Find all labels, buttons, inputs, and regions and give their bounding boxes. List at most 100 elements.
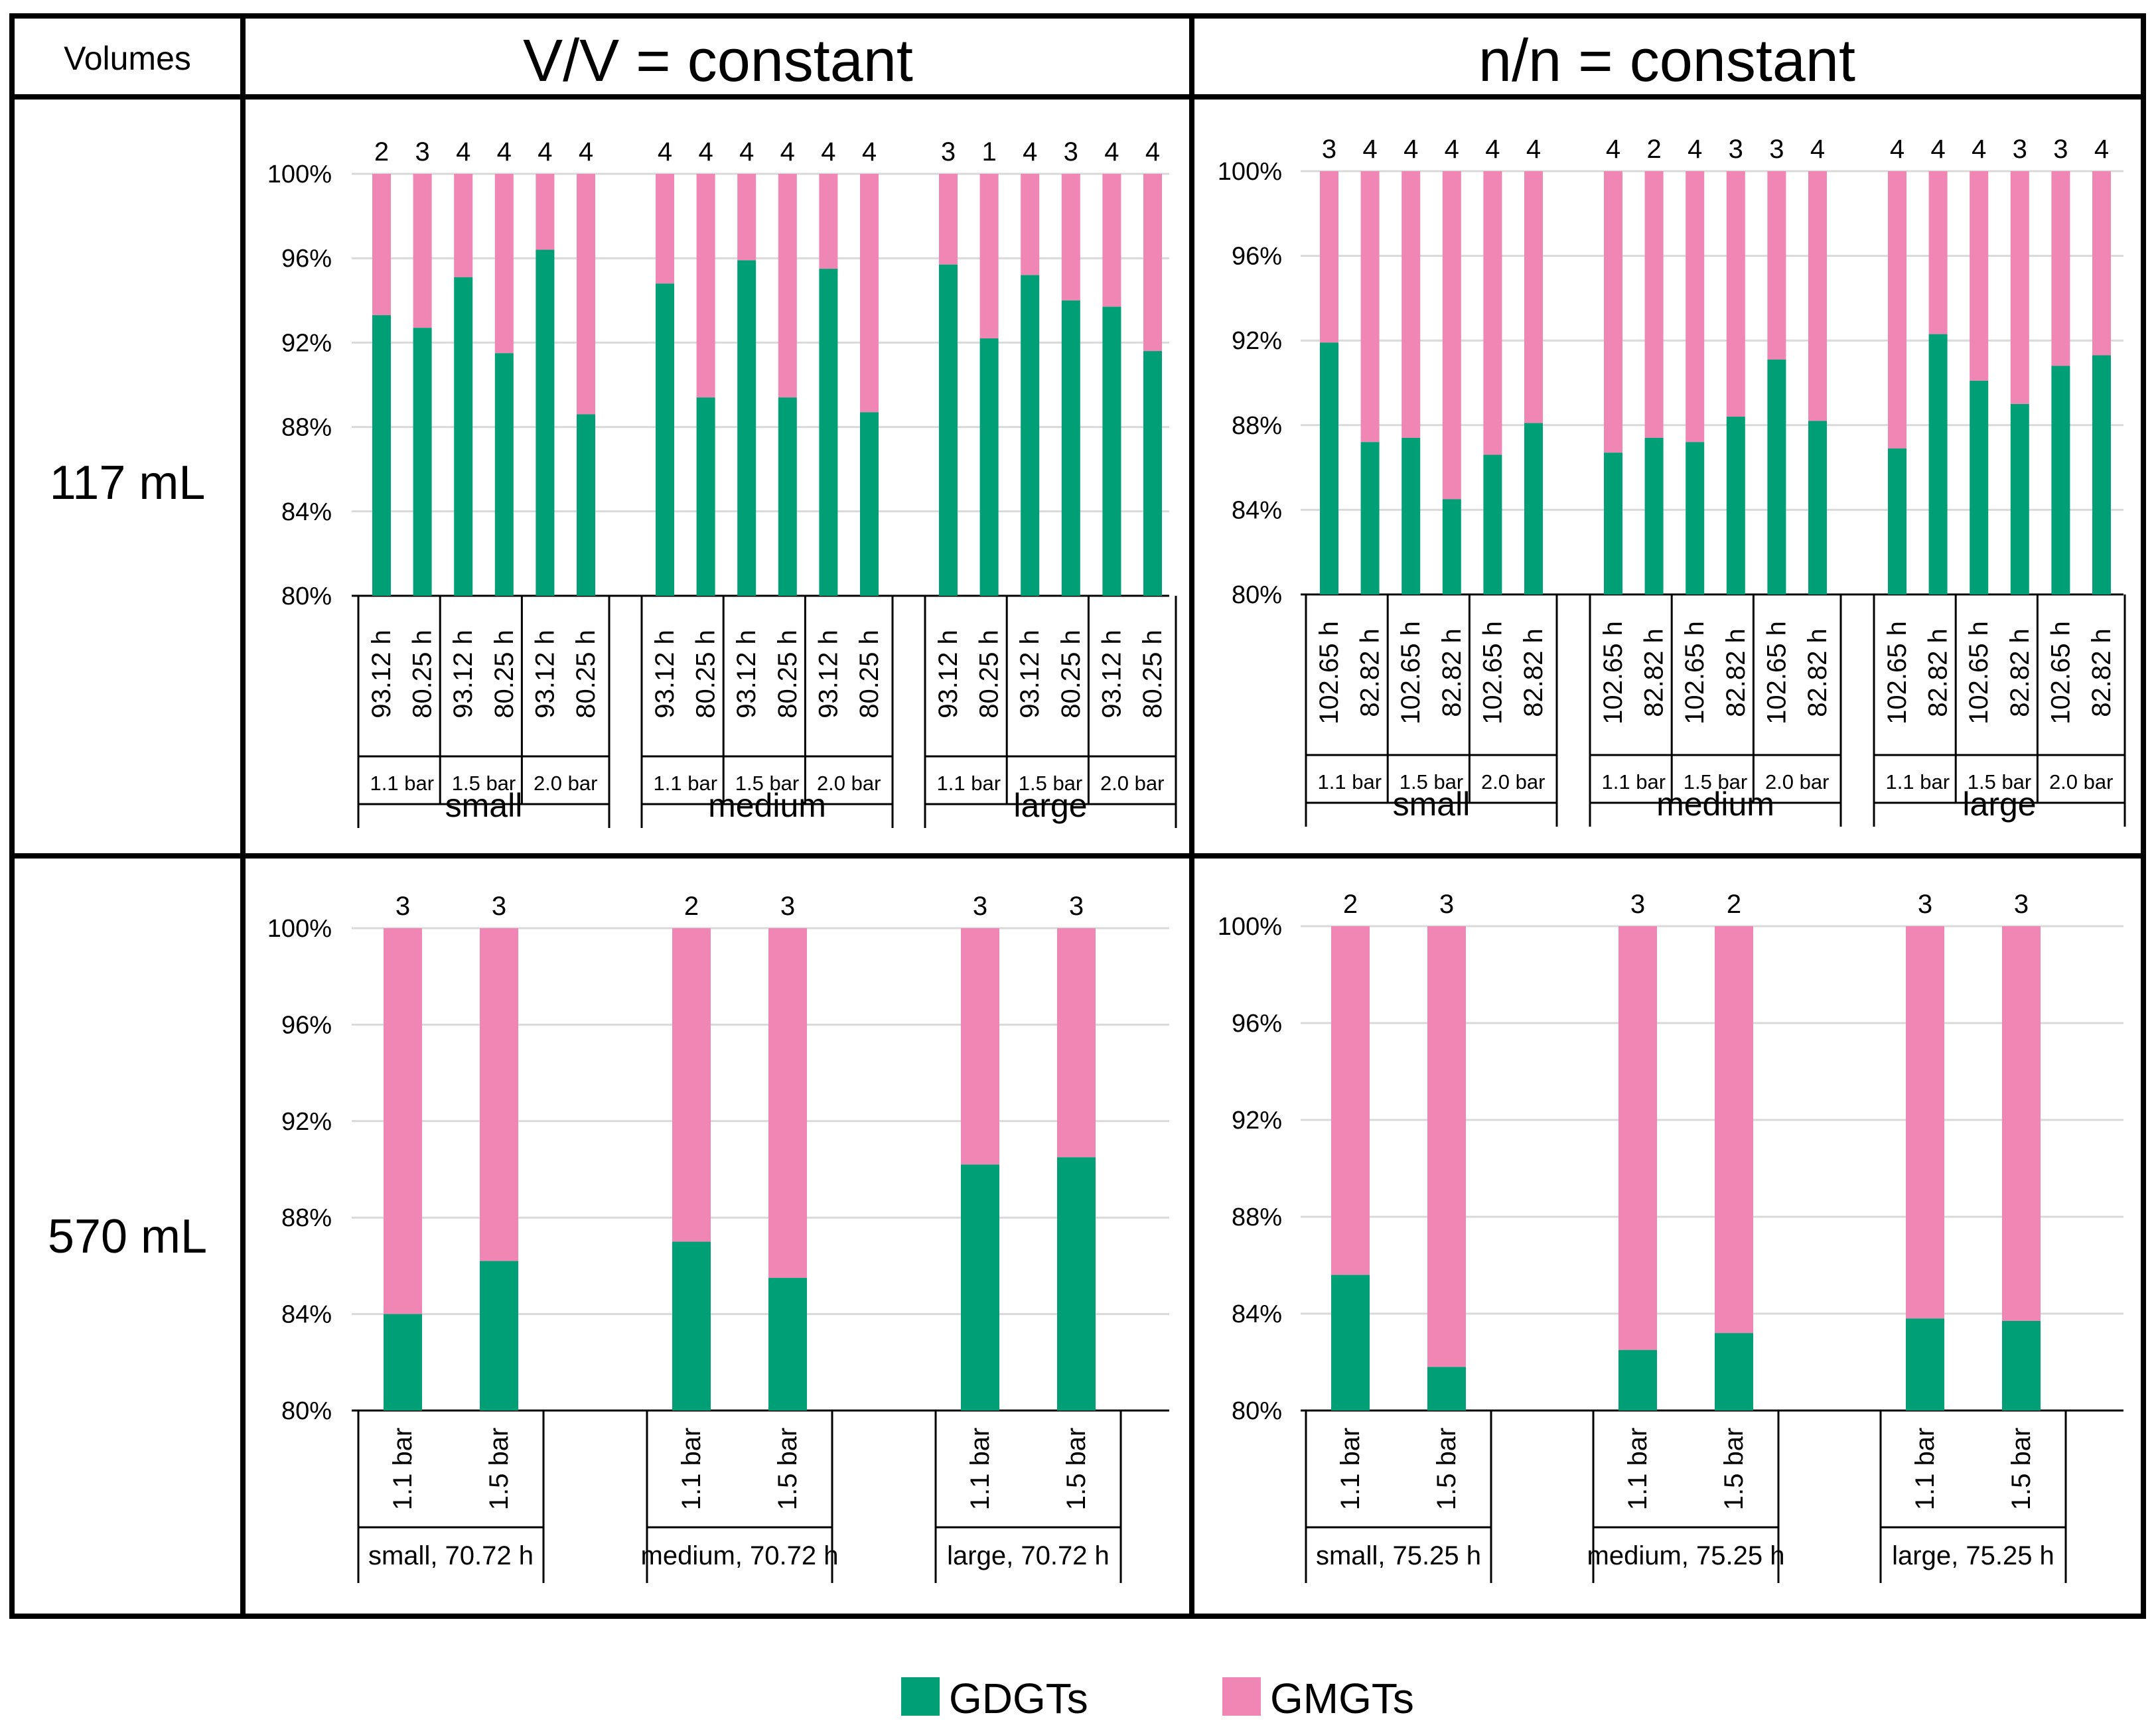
sample-count-label: 4: [1145, 137, 1160, 167]
sample-count-label: 4: [2094, 135, 2109, 164]
bar-gmgts: [1021, 174, 1040, 275]
sample-count-label: 3: [1729, 135, 1743, 164]
row-label-570: 570 mL: [48, 1210, 207, 1263]
time-label: 82.82 h: [1640, 628, 1669, 717]
sample-count-label: 4: [698, 137, 713, 167]
bar-gdgts: [1970, 380, 1989, 594]
pressure-label: 1.5 bar: [1719, 1428, 1749, 1511]
time-label: 93.12 h: [934, 630, 963, 718]
bar-gmgts: [1618, 926, 1657, 1350]
sample-count-label: 4: [1688, 135, 1702, 164]
pressure-label: 2.0 bar: [817, 772, 881, 795]
time-label: 82.82 h: [1437, 628, 1467, 717]
bar-gdgts: [1604, 452, 1622, 594]
pressure-label: 1.1 bar: [1886, 770, 1950, 794]
bar-gdgts: [1021, 275, 1040, 596]
y-tick-label: 84%: [281, 1301, 332, 1329]
y-tick-label: 84%: [281, 498, 332, 526]
bar-gmgts: [372, 174, 391, 316]
group-label: small: [445, 787, 523, 824]
time-label: 80.25 h: [408, 630, 437, 718]
bar-gdgts: [1057, 1157, 1096, 1411]
table-border: [9, 13, 2146, 1619]
pressure-label: 1.1 bar: [1336, 1428, 1365, 1511]
bar-gdgts: [1906, 1318, 1944, 1411]
bar-gmgts: [494, 174, 514, 354]
sample-count-label: 2: [374, 137, 389, 167]
col-header-vv: V/V = constant: [523, 28, 913, 94]
sample-count-label: 3: [2014, 890, 2029, 919]
sample-count-label: 3: [973, 892, 987, 921]
sample-count-label: 3: [1769, 135, 1784, 164]
bar-gdgts: [860, 412, 879, 596]
bar-gmgts: [536, 174, 555, 250]
time-label: 102.65 h: [1396, 621, 1425, 724]
sample-count-label: 3: [941, 137, 956, 167]
time-label: 80.25 h: [691, 630, 721, 718]
group-label: large: [1962, 786, 2036, 823]
bar-gdgts: [737, 260, 756, 596]
bar-gdgts: [1715, 1333, 1753, 1411]
sample-count-label: 3: [1918, 890, 1932, 919]
sample-count-label: 4: [579, 137, 593, 167]
y-tick-label: 92%: [1232, 1107, 1282, 1135]
pressure-label: 1.1 bar: [677, 1428, 706, 1511]
legend-swatch-gdgts: [901, 1677, 940, 1716]
bar-gdgts: [1442, 499, 1461, 594]
bar-gmgts: [1524, 171, 1543, 423]
bar-gmgts: [961, 928, 999, 1165]
group-label: large: [1013, 787, 1087, 824]
bar-gdgts: [372, 315, 391, 596]
bar-gmgts: [1102, 174, 1121, 307]
sample-count-label: 1: [981, 137, 996, 167]
bar-gdgts: [384, 1314, 422, 1411]
y-tick-label: 96%: [281, 1011, 332, 1039]
bar-gdgts: [672, 1241, 711, 1411]
bar-gmgts: [413, 174, 432, 328]
bar-gdgts: [768, 1278, 807, 1411]
table-frame: [9, 13, 2146, 1619]
bar-gmgts: [1143, 174, 1162, 352]
sample-count-label: 3: [1322, 135, 1336, 164]
y-tick-label: 100%: [267, 915, 332, 943]
bar-gmgts: [1401, 171, 1421, 438]
bar-gmgts: [1320, 171, 1338, 343]
sample-count-label: 2: [684, 892, 699, 921]
row-label-117: 117 mL: [50, 456, 206, 510]
bar-gmgts: [480, 928, 518, 1261]
time-label: 82.82 h: [2087, 628, 2116, 717]
y-tick-label: 88%: [1232, 1204, 1282, 1231]
time-label: 93.12 h: [814, 630, 843, 718]
sample-count-label: 3: [2053, 135, 2068, 164]
bar-gmgts: [778, 174, 797, 398]
bar-gdgts: [494, 353, 514, 596]
y-tick-label: 92%: [281, 1108, 332, 1136]
bar-gdgts: [1102, 307, 1121, 596]
bar-gmgts: [577, 174, 595, 415]
bar-gdgts: [2051, 366, 2070, 594]
pressure-label: 2.0 bar: [534, 772, 598, 795]
pressure-label: 1.1 bar: [1602, 770, 1666, 794]
legend: GDGTs GMGTs: [901, 1675, 1414, 1722]
bar-gdgts: [1767, 359, 1786, 594]
pressure-label: 2.0 bar: [1481, 770, 1545, 794]
bar-gmgts: [454, 174, 473, 277]
bar-gdgts: [1524, 423, 1543, 594]
time-label: 80.25 h: [773, 630, 802, 718]
bar-gdgts: [536, 249, 555, 596]
pressure-label: 1.1 bar: [937, 772, 1001, 795]
y-tick-label: 92%: [281, 329, 332, 357]
sample-count-label: 4: [1104, 137, 1119, 167]
sample-count-label: 4: [1810, 135, 1825, 164]
bar-gmgts: [1970, 171, 1989, 381]
sample-count-label: 4: [1362, 135, 1377, 164]
bar-gdgts: [1644, 437, 1664, 594]
bar-gmgts: [1726, 171, 1745, 417]
bar-gdgts: [696, 397, 715, 596]
time-label: 82.82 h: [1803, 628, 1832, 717]
sample-count-label: 4: [1485, 135, 1500, 164]
group-label: small, 75.25 h: [1316, 1541, 1481, 1570]
